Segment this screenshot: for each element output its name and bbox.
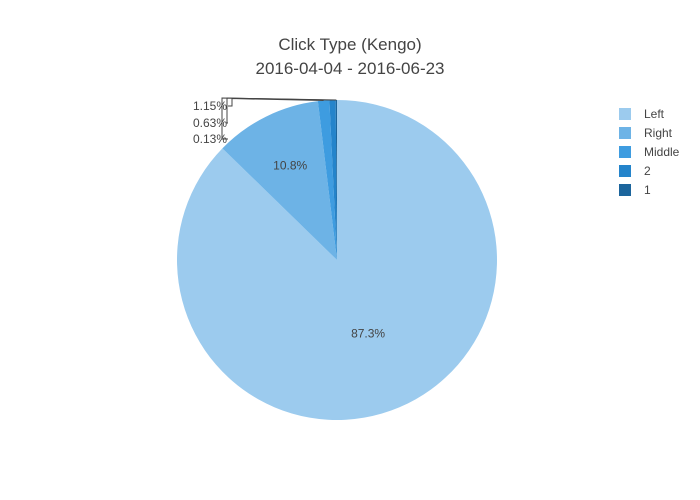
legend-swatch-middle (619, 146, 631, 158)
legend-label-left: Left (644, 107, 665, 121)
legend-label-right: Right (644, 126, 673, 140)
slice-label-1: 0.13% (193, 132, 227, 146)
legend-swatch-right (619, 127, 631, 139)
legend-label-middle: Middle (644, 145, 680, 159)
legend-item-right[interactable]: Right (619, 126, 673, 140)
chart-title-line-1: Click Type (Kengo) (278, 35, 421, 54)
pie-slice-1 (335, 100, 337, 260)
legend-item-1[interactable]: 1 (619, 183, 651, 197)
slice-label-middle: 1.15% (193, 99, 227, 113)
pie-slice-2 (329, 100, 337, 260)
pie-labels: 87.3% 10.8% 1.15% 0.63% 0.13% (193, 97, 385, 341)
legend: Left Right Middle 2 1 (619, 107, 680, 197)
pie-slices (177, 100, 497, 420)
legend-label-2: 2 (644, 164, 651, 178)
slice-label-left: 87.3% (351, 327, 385, 341)
pie-slice-right (222, 101, 337, 260)
legend-swatch-2 (619, 165, 631, 177)
pie-slice-middle (317, 100, 337, 261)
legend-item-2[interactable]: 2 (619, 164, 651, 178)
legend-swatch-1 (619, 184, 631, 196)
leader-line-1 (221, 97, 337, 140)
legend-item-middle[interactable]: Middle (619, 145, 680, 159)
leader-line-middle (228, 98, 324, 107)
slice-label-2: 0.63% (193, 116, 227, 130)
legend-label-1: 1 (644, 183, 651, 197)
slice-label-right: 10.8% (273, 158, 307, 172)
legend-swatch-left (619, 108, 631, 120)
chart-title-line-2: 2016-04-04 - 2016-06-23 (255, 59, 444, 78)
legend-item-left[interactable]: Left (619, 107, 665, 121)
